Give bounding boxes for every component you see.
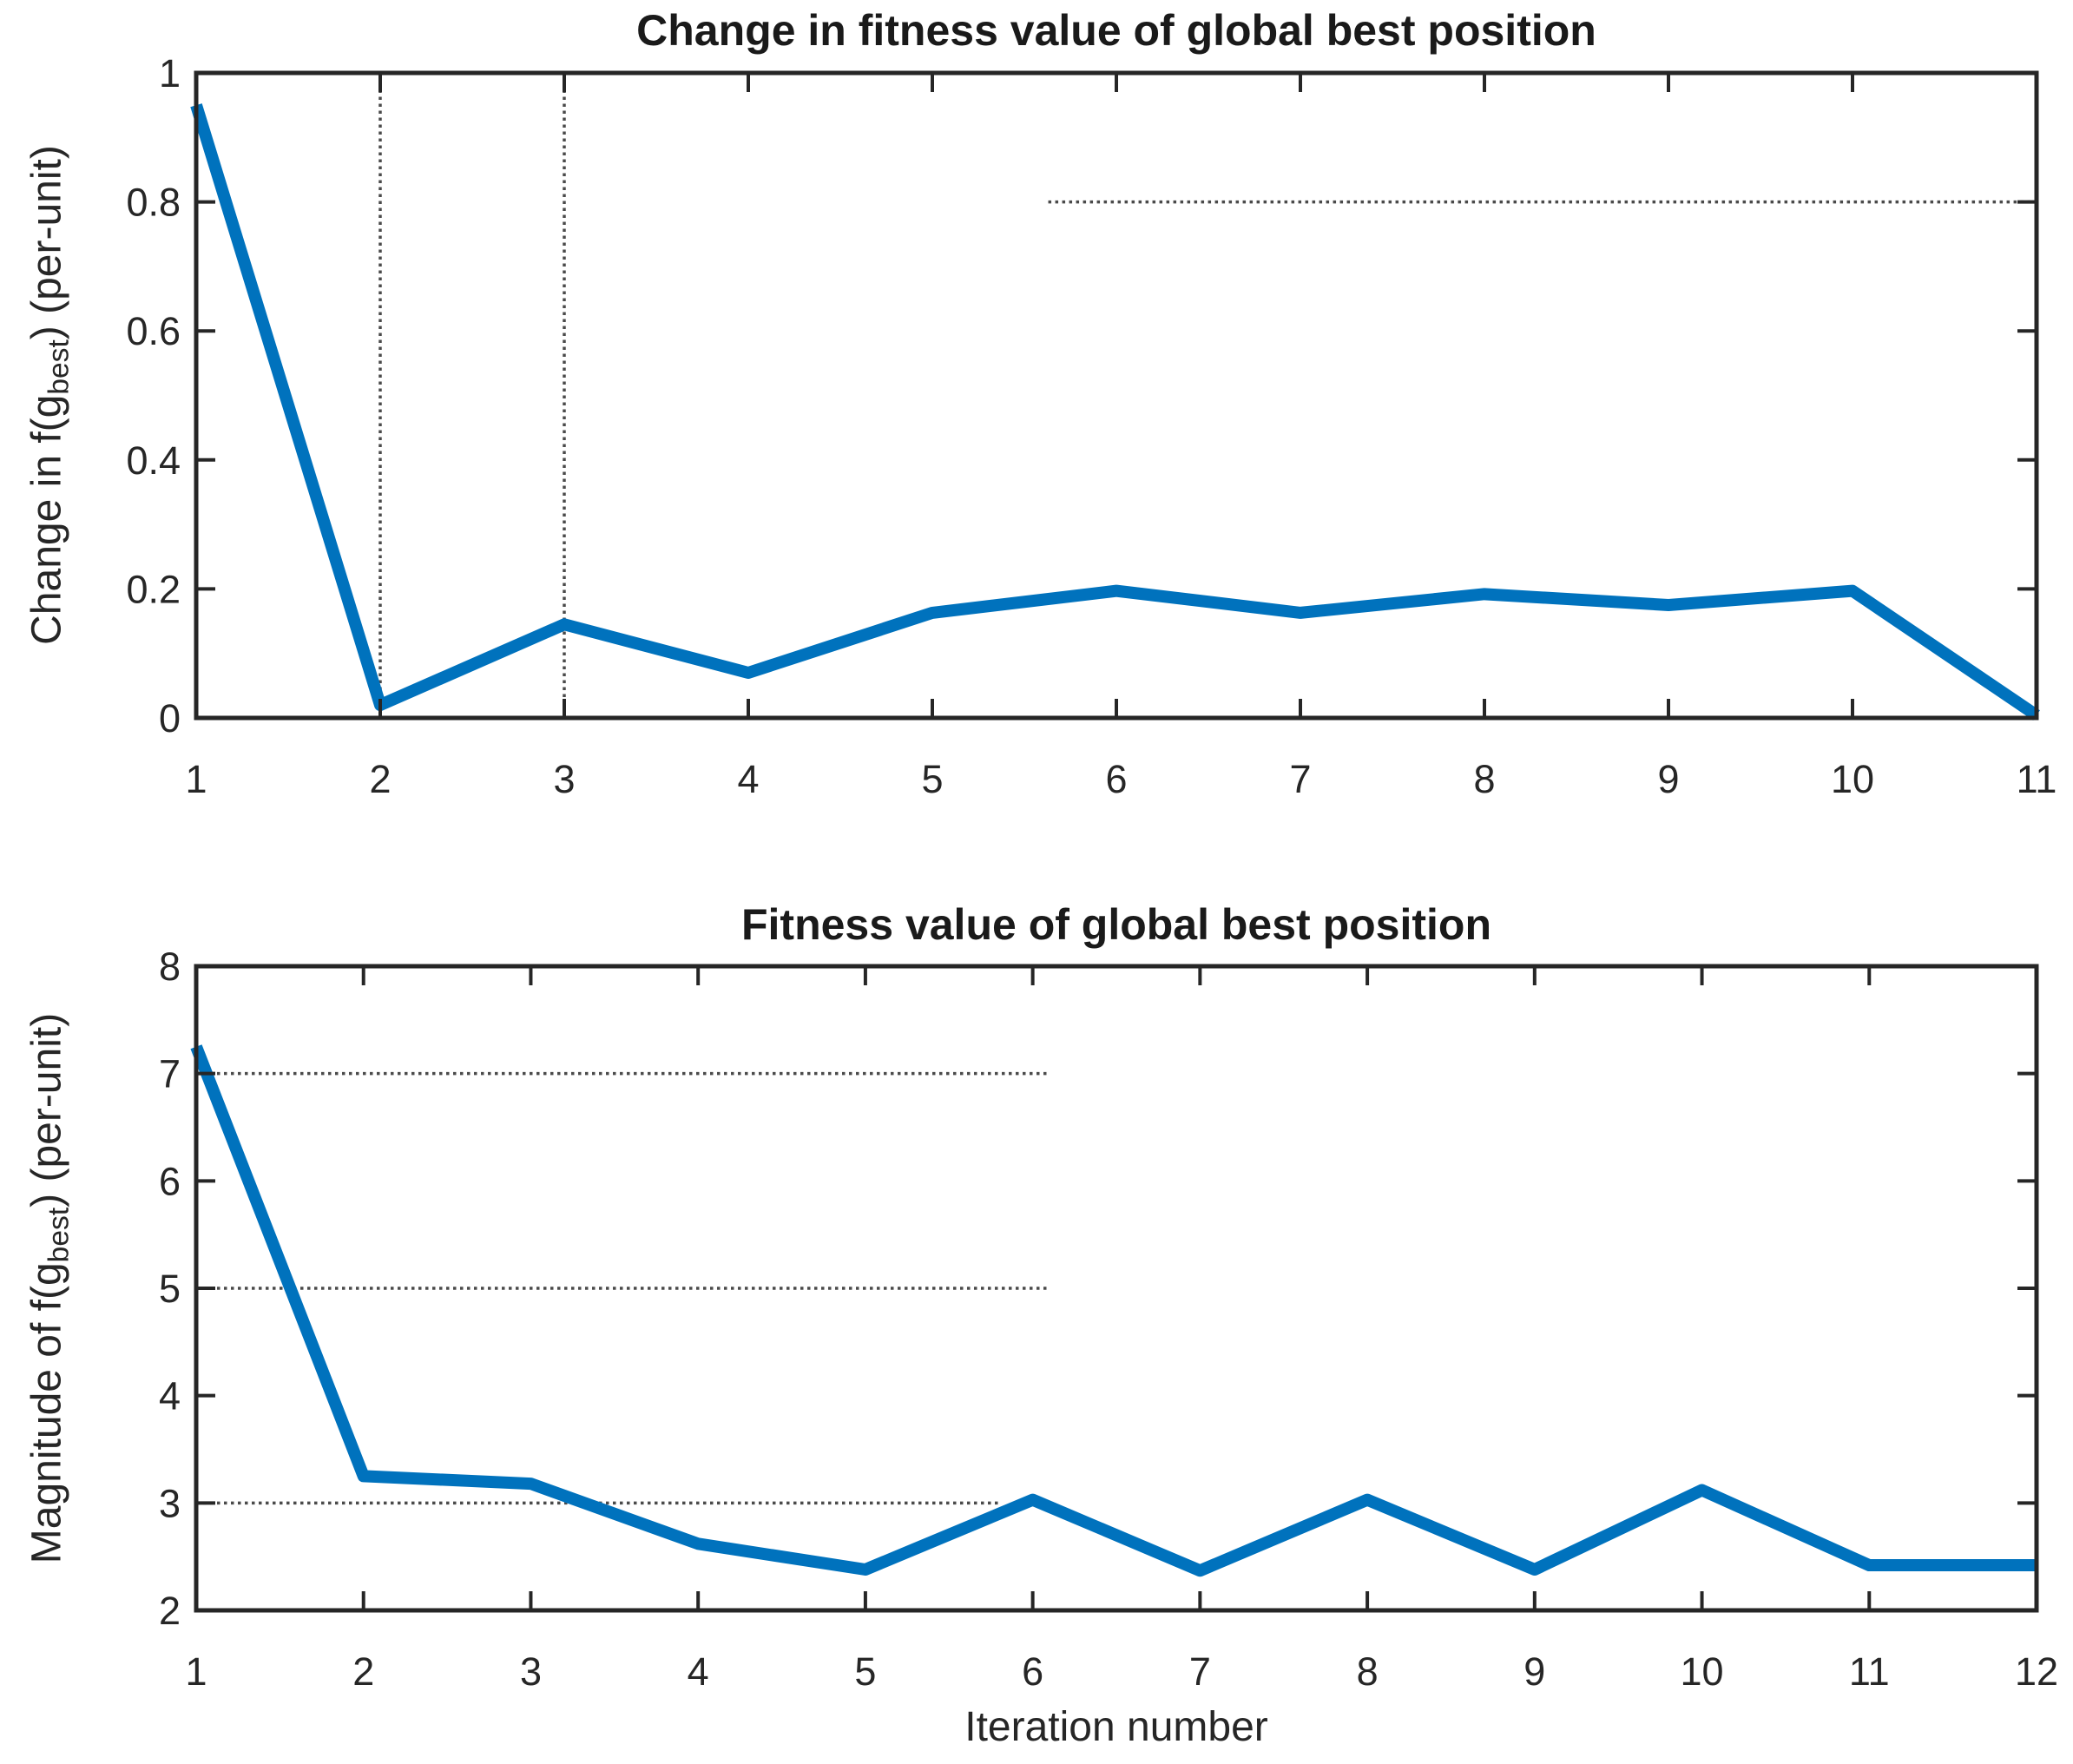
x-tick-label: 9 — [1657, 757, 1679, 801]
x-tick-label: 10 — [1681, 1649, 1724, 1694]
y-tick-label: 2 — [159, 1589, 181, 1633]
x-tick-label: 2 — [352, 1649, 374, 1694]
x-tick-label: 1 — [185, 757, 207, 801]
x-tick-label: 2 — [369, 757, 391, 801]
x-tick-label: 11 — [2017, 757, 2057, 801]
subplot2-x-axis-label: Iteration number — [964, 1704, 1268, 1750]
data-line — [190, 1044, 2037, 1577]
x-tick-label: 4 — [688, 1649, 709, 1694]
x-tick-label: 11 — [1849, 1649, 1890, 1694]
y-tick-label: 0.2 — [126, 567, 181, 611]
subplot1-y-axis-label: Change in f(gbest) (per-unit) — [23, 145, 76, 645]
x-tick-label: 6 — [1105, 757, 1127, 801]
x-tick-label: 7 — [1189, 1649, 1211, 1694]
x-tick-label: 1 — [185, 1649, 207, 1694]
x-tick-label: 3 — [520, 1649, 542, 1694]
x-tick-label: 8 — [1473, 757, 1495, 801]
y-tick-label: 8 — [159, 945, 181, 989]
x-tick-label: 4 — [737, 757, 759, 801]
y-tick-label: 0.4 — [126, 438, 181, 483]
x-tick-label: 5 — [921, 757, 943, 801]
y-tick-label: 0 — [159, 696, 181, 740]
x-tick-label: 5 — [854, 1649, 876, 1694]
axes-box — [194, 70, 2039, 721]
data-line — [190, 103, 2040, 721]
y-tick-label: 6 — [159, 1159, 181, 1203]
y-tick-label: 3 — [159, 1481, 181, 1525]
x-tick-label: 9 — [1523, 1649, 1545, 1694]
y-tick-label: 1 — [159, 51, 181, 95]
x-tick-label: 8 — [1357, 1649, 1379, 1694]
y-tick-label: 7 — [159, 1052, 181, 1096]
subplot2-title: Fitness value of global best position — [741, 900, 1491, 949]
subplot2-y-axis-label: Magnitude of f(gbest) (per-unit) — [23, 1012, 76, 1564]
x-tick-label: 3 — [553, 757, 575, 801]
y-tick-label: 5 — [159, 1267, 181, 1311]
x-tick-label: 12 — [2015, 1649, 2058, 1694]
x-tick-label: 7 — [1289, 757, 1311, 801]
y-tick-label: 4 — [159, 1374, 181, 1418]
x-tick-label: 10 — [1831, 757, 1874, 801]
x-tick-label: 6 — [1022, 1649, 1043, 1694]
y-tick-label: 0.6 — [126, 309, 181, 353]
subplot1-title: Change in fitness value of global best p… — [636, 6, 1596, 55]
y-tick-label: 0.8 — [126, 181, 181, 225]
